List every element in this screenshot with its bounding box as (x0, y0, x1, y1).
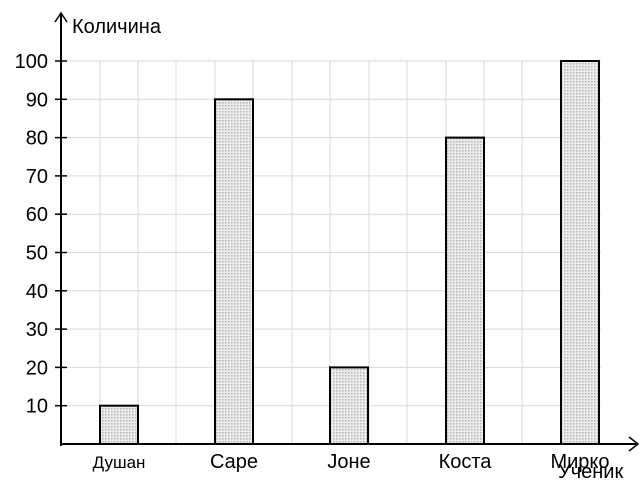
x-tick-label: Коста (439, 451, 493, 473)
x-tick-label: Мирко (550, 451, 609, 473)
y-tick-label: 60 (26, 204, 48, 226)
y-ticks: 10 20 30 40 50 60 70 80 90 100 (15, 51, 67, 418)
y-tick-label: 70 (26, 166, 48, 188)
x-axis-label: Ученик (558, 461, 623, 480)
bar-2 (214, 98, 254, 446)
y-tick-label: 40 (26, 281, 48, 303)
x-ticks: Душан Саре Јоне Коста Мирко (93, 451, 610, 473)
y-tick-label: 100 (15, 51, 48, 73)
x-tick-label: Јоне (327, 451, 370, 473)
x-tick-label: Душан (93, 453, 146, 472)
axes (54, 11, 640, 452)
x-axis-arrow-icon (628, 436, 640, 452)
y-axis-label: Количина (72, 16, 162, 38)
y-tick-label: 80 (26, 128, 48, 150)
bar-3 (329, 366, 369, 445)
y-tick-label: 10 (26, 396, 48, 418)
y-tick-label: 90 (26, 89, 48, 111)
bar-1 (99, 404, 139, 446)
bar-4 (445, 136, 485, 445)
x-tick-label: Саре (210, 451, 258, 473)
y-tick-label: 20 (26, 357, 48, 379)
bars (99, 60, 600, 446)
bar-5 (560, 60, 600, 445)
y-axis-arrow-icon (54, 11, 68, 23)
y-tick-label: 50 (26, 243, 48, 265)
y-tick-label: 30 (26, 319, 48, 341)
